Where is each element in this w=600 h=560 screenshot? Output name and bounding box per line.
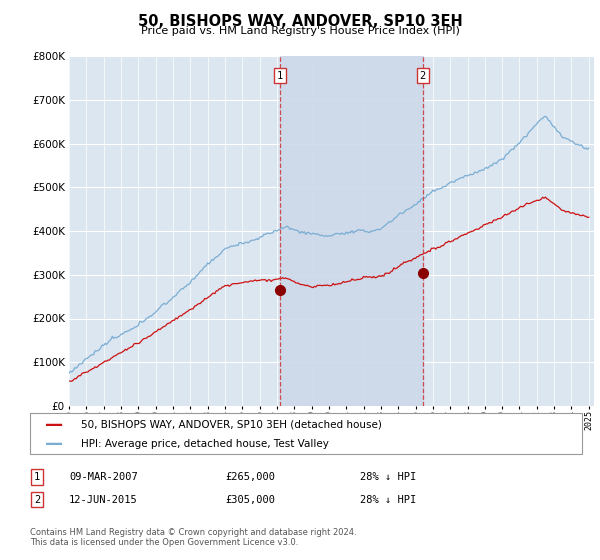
Text: 09-MAR-2007: 09-MAR-2007 [69,472,138,482]
Text: 2: 2 [419,71,426,81]
Text: 28% ↓ HPI: 28% ↓ HPI [360,494,416,505]
Bar [280,56,423,406]
Text: 12-JUN-2015: 12-JUN-2015 [69,494,138,505]
Text: HPI: Average price, detached house, Test Valley: HPI: Average price, detached house, Test… [81,438,329,449]
Text: —: — [45,416,63,433]
Text: £265,000: £265,000 [225,472,275,482]
Text: 1: 1 [34,472,40,482]
Text: 2: 2 [34,494,40,505]
Text: 28% ↓ HPI: 28% ↓ HPI [360,472,416,482]
Text: Contains HM Land Registry data © Crown copyright and database right 2024.
This d: Contains HM Land Registry data © Crown c… [30,528,356,547]
Text: £305,000: £305,000 [225,494,275,505]
Text: 1: 1 [277,71,283,81]
Text: 50, BISHOPS WAY, ANDOVER, SP10 3EH: 50, BISHOPS WAY, ANDOVER, SP10 3EH [137,14,463,29]
Text: Price paid vs. HM Land Registry's House Price Index (HPI): Price paid vs. HM Land Registry's House … [140,26,460,36]
Text: —: — [45,435,63,452]
Text: 50, BISHOPS WAY, ANDOVER, SP10 3EH (detached house): 50, BISHOPS WAY, ANDOVER, SP10 3EH (deta… [81,419,382,430]
